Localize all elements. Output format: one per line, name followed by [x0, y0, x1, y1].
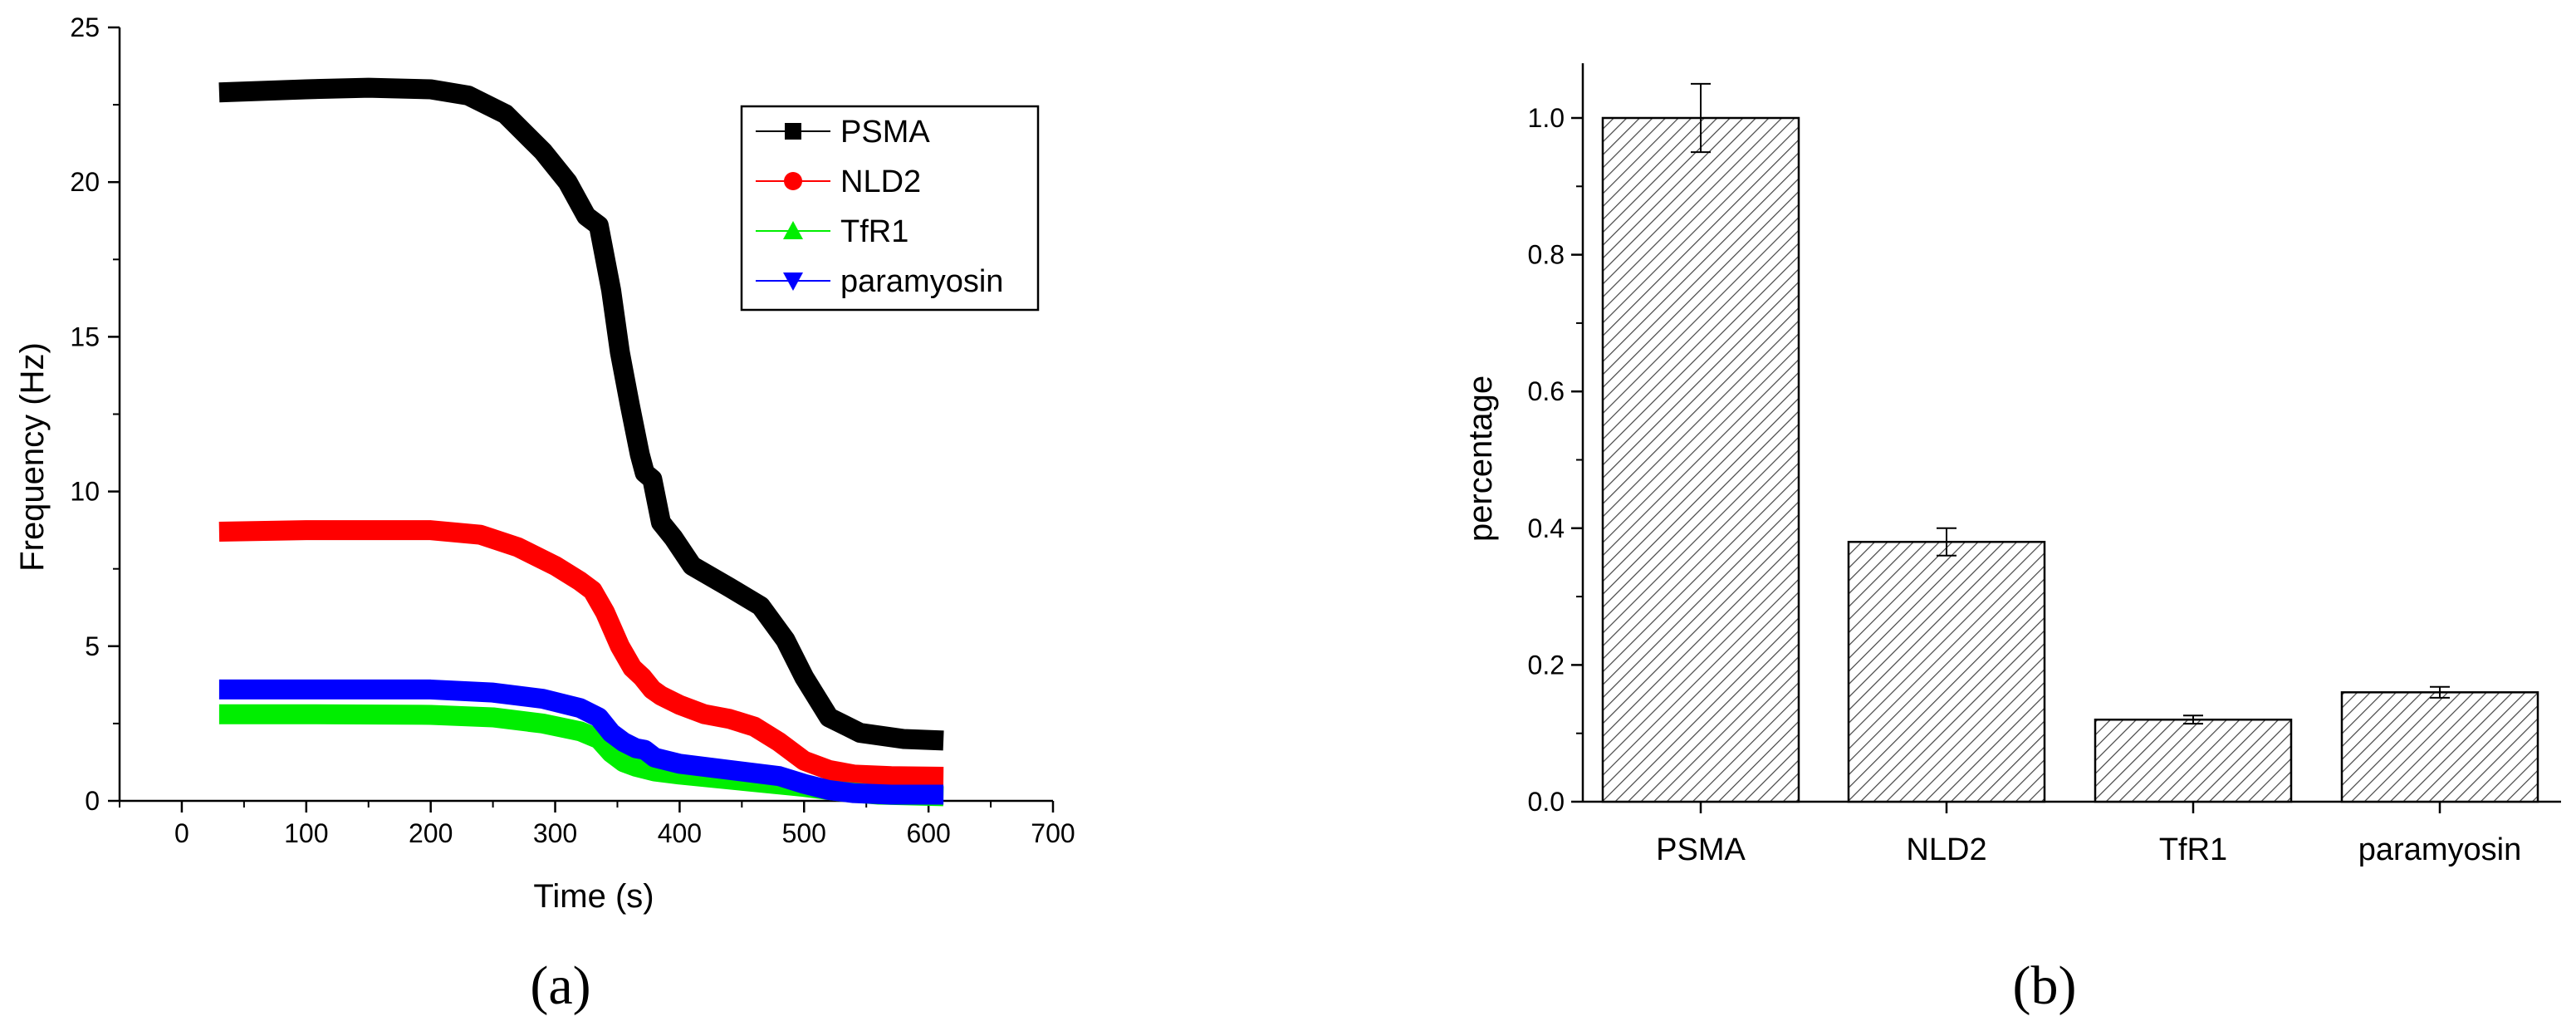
legend-marker-square — [785, 123, 801, 140]
y-tick-label: 25 — [70, 12, 100, 42]
bar-psma — [1601, 116, 1800, 803]
bar-chart-panel: 0.0 0.2 0.4 0.6 0.8 1.0 PSMA NLD2 TfR1 paramyosin… — [1462, 63, 2561, 867]
line-chart-panel: 0 100 200 300 400 500 600 700 0 5 10 15 20 25 Time (s… — [14, 12, 1075, 915]
x-tick-label: 500 — [782, 818, 826, 848]
x-tick-label: 600 — [906, 818, 950, 848]
line-chart-y-axis-label: Frequency (Hz) — [14, 342, 51, 572]
series-line-paramyosin — [218, 679, 944, 805]
y-tick-label: 10 — [70, 477, 100, 507]
x-tick-label: 700 — [1031, 818, 1075, 848]
y-tick-label: 0.6 — [1528, 376, 1565, 406]
x-tick-label: 400 — [658, 818, 702, 848]
x-tick-label: 200 — [409, 818, 453, 848]
y-tick-label: 0.0 — [1528, 787, 1565, 817]
y-tick-label: 15 — [70, 322, 100, 351]
legend-label-psma: PSMA — [840, 115, 930, 150]
legend-label-tfr1: TfR1 — [840, 214, 908, 249]
series-line-nld2 — [218, 520, 944, 787]
legend-marker-circle — [784, 172, 802, 190]
x-tick-label-paramyosin: paramyosin — [2358, 832, 2521, 867]
y-tick-label: 5 — [85, 631, 100, 661]
x-tick-label: 0 — [174, 818, 189, 848]
x-tick-label: 100 — [284, 818, 328, 848]
bar-paramyosin — [2340, 691, 2539, 803]
series-line-psma — [218, 77, 944, 751]
bar-tfr1 — [2094, 718, 2293, 803]
line-chart-legend: PSMA NLD2 TfR1 paramyosin — [740, 105, 1040, 312]
y-tick-label: 1.0 — [1528, 103, 1565, 133]
legend-label-nld2: NLD2 — [840, 164, 921, 199]
bar-chart-bars — [1601, 82, 2539, 803]
legend-marker-triangle-up — [783, 221, 803, 239]
bar-chart-ticks: 0.0 0.2 0.4 0.6 0.8 1.0 PSMA NLD2 TfR1 paramyosin — [1528, 103, 2522, 867]
legend-label-paramyosin: paramyosin — [840, 264, 1003, 299]
y-tick-label: 0.4 — [1528, 513, 1565, 543]
x-tick-label-psma: PSMA — [1656, 832, 1746, 867]
y-tick-label: 20 — [70, 167, 100, 197]
x-tick-label-nld2: NLD2 — [1906, 832, 1986, 867]
legend-marker-triangle-down — [783, 272, 803, 291]
x-tick-label-tfr1: TfR1 — [2159, 832, 2227, 867]
panel-label-a: (a) — [530, 955, 590, 1016]
x-tick-label: 300 — [533, 818, 577, 848]
line-chart-ticks: 0 100 200 300 400 500 600 700 0 5 10 15 20 25 — [70, 12, 1075, 848]
bar-chart-y-axis-label: percentage — [1462, 376, 1499, 542]
line-chart-series — [218, 77, 944, 807]
bar-nld2 — [1847, 541, 2046, 803]
y-tick-label: 0.8 — [1528, 240, 1565, 270]
y-tick-label: 0 — [85, 786, 100, 816]
y-tick-label: 0.2 — [1528, 650, 1565, 680]
line-chart-x-axis-label: Time (s) — [533, 878, 654, 915]
panel-label-b: (b) — [2013, 955, 2077, 1016]
